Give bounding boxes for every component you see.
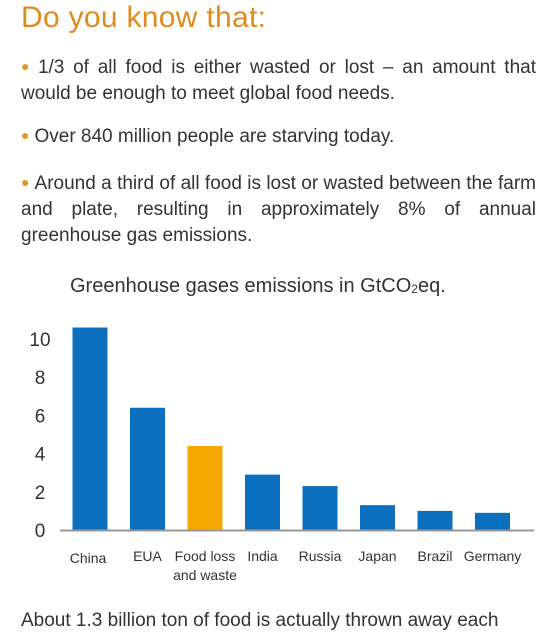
fact-text: 1/3 of all food is either wasted or lost… [21,57,536,104]
x-tick-label: Brazil [417,548,452,564]
chart-title: Greenhouse gases emissions in GtCO2eq. [70,275,446,297]
fact-text: Over 840 million people are starving tod… [34,126,395,147]
fact-item: ● 1/3 of all food is either wasted or los… [21,53,536,107]
y-tick-label: 8 [35,368,46,389]
y-tick-label: 10 [29,330,50,351]
bar-india [245,474,280,530]
fact-item: ● Around a third of all food is lost or w… [21,169,536,249]
x-tick-label: Russia [299,548,342,564]
y-tick-label: 4 [35,445,46,466]
bar-japan [360,505,395,530]
bar-brazil [417,510,453,530]
bar-chart: 0 2 4 6 8 10 China EUA Food loss and waste India Ru… [29,327,534,583]
fact-text: Around a third of all food is lost or wa… [21,173,536,246]
x-tick-label: India [247,548,278,564]
bullet-icon: ● [21,58,33,74]
bar-eua [130,407,165,530]
x-tick-label: Food loss and waste [173,548,237,583]
x-tick-label: EUA [133,548,162,564]
x-tick-label: China [70,550,107,566]
fact-item: ● Over 840 million people are starving to… [21,122,536,150]
bullet-icon: ● [21,174,30,190]
y-tick-label: 2 [35,483,46,504]
bar-germany [475,512,510,530]
y-tick-label: 6 [35,406,46,427]
bar-food-loss-and-waste [187,445,223,530]
x-tick-label: Germany [464,548,522,564]
x-tick-label: Japan [358,548,396,564]
y-tick-label: 0 [35,521,46,542]
bar-china [72,327,108,530]
bar-russia [302,486,338,530]
bullet-icon: ● [21,127,30,143]
page-heading: Do you know that: [21,1,267,34]
footer-text: About 1.3 billion ton of food is actuall… [21,610,499,631]
